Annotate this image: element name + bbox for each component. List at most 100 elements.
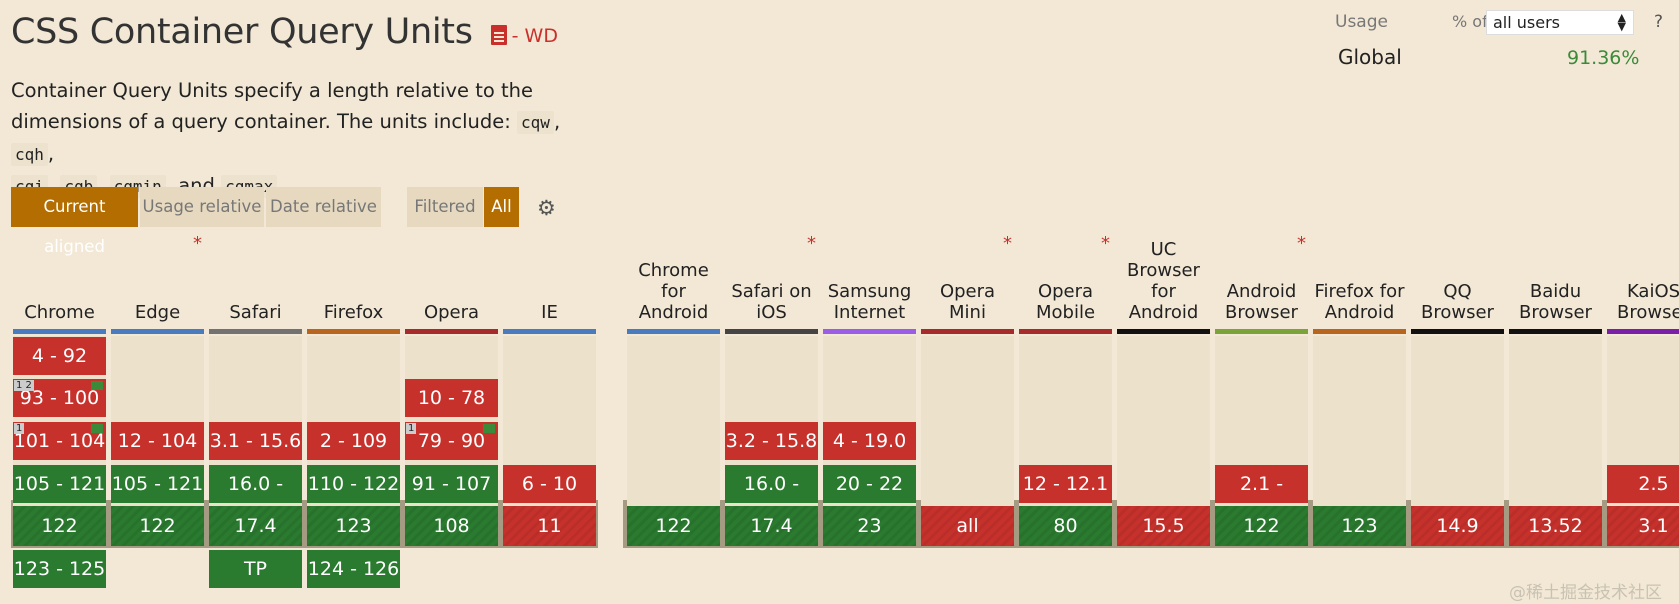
browser-header-opera-mobile[interactable]: Opera Mobile * (1019, 233, 1112, 323)
browser-header-android-browser[interactable]: Android Browser * (1215, 233, 1308, 323)
version-cell[interactable]: 101 - 104 1 (13, 422, 106, 460)
version-cell[interactable]: 3.2 - 15.8 (725, 422, 818, 460)
version-cell[interactable]: 20 - 22 (823, 465, 916, 503)
version-cell[interactable]: 14.9 (1411, 506, 1504, 546)
version-range: 105 - 121 (13, 473, 106, 495)
version-cell[interactable]: 79 - 90 1 (405, 422, 498, 460)
note-badge[interactable]: 1 2 (14, 380, 34, 391)
browser-name: Safari on iOS (731, 281, 812, 323)
version-cell[interactable]: TP (209, 550, 302, 588)
version-cell[interactable]: 122 (1215, 506, 1308, 546)
browser-header-ie[interactable]: IE (503, 233, 596, 323)
version-cell[interactable]: 3.1 - 15.6 (209, 422, 302, 460)
browser-header-opera[interactable]: Opera (405, 233, 498, 323)
browser-color-bar (725, 329, 818, 334)
description-line2: dimensions of a query container. The uni… (11, 110, 518, 133)
version-cell[interactable]: 80 (1019, 506, 1112, 546)
note-badge[interactable]: 1 (406, 423, 417, 434)
browser-name: IE (541, 302, 558, 323)
browser-name: QQ Browser (1421, 281, 1494, 323)
spec-status[interactable]: - WD (511, 25, 558, 47)
browser-name: Chrome (24, 302, 95, 323)
flag-icon (483, 424, 495, 433)
description-line1: Container Query Units specify a length r… (11, 79, 533, 102)
version-cell[interactable]: 2 - 109 (307, 422, 400, 460)
user-scope-value: all users (1493, 13, 1561, 32)
version-cell[interactable]: 122 (13, 506, 106, 546)
browser-header-chrome[interactable]: Chrome (13, 233, 106, 323)
version-cell[interactable]: 123 - 125 (13, 550, 106, 588)
version-cell[interactable]: 91 - 107 (405, 465, 498, 503)
browser-header-firefox[interactable]: Firefox (307, 233, 400, 323)
version-cell[interactable]: 2.5 (1607, 465, 1679, 503)
document-icon[interactable] (490, 25, 507, 45)
version-range: 122 (139, 515, 176, 537)
browser-header-chrome-for-android[interactable]: Chrome for Android (627, 233, 720, 323)
version-range: 123 (335, 515, 372, 537)
browser-name: KaiOS Browser (1617, 281, 1679, 323)
note-badge[interactable]: 1 (14, 423, 25, 434)
version-cell[interactable]: 6 - 10 (503, 465, 596, 503)
current-aligned-button[interactable]: Current aligned (11, 187, 138, 256)
version-range: 12 - 104 (117, 430, 198, 452)
browser-name: Baidu Browser (1519, 281, 1592, 323)
browser-header-baidu-browser[interactable]: Baidu Browser (1509, 233, 1602, 323)
version-cell[interactable]: 4 - 19.0 (823, 422, 916, 460)
version-cell[interactable]: 105 - 121 (111, 465, 204, 503)
version-cell[interactable]: 124 - 126 (307, 550, 400, 588)
browser-name: Edge (134, 302, 181, 323)
user-scope-select[interactable]: all users ▲ ▼ (1486, 10, 1634, 35)
browser-header-uc-browser-for-android[interactable]: UC Browser for Android (1117, 233, 1210, 323)
version-cell[interactable]: 2.1 - 4.4.4 (1215, 465, 1308, 533)
version-cell[interactable]: 17.4 (725, 506, 818, 546)
usage-relative-button[interactable]: Usage relative (140, 187, 264, 227)
version-cell[interactable]: 23 (823, 506, 916, 546)
browser-header-safari-on-ios[interactable]: Safari on iOS * (725, 233, 818, 323)
help-link[interactable]: ? (1654, 12, 1664, 32)
version-cell[interactable]: 123 (1313, 506, 1406, 546)
browser-header-samsung-internet[interactable]: Samsung Internet (823, 233, 916, 323)
date-relative-button[interactable]: Date relative (266, 187, 381, 227)
version-cell[interactable]: 110 - 122 (307, 465, 400, 503)
title-row: CSS Container Query Units - WD (11, 12, 558, 52)
version-cell[interactable]: 13.52 (1509, 506, 1602, 546)
version-range: 122 (41, 515, 78, 537)
version-range: 15.5 (1142, 515, 1185, 537)
version-range: 4 - 92 (31, 345, 88, 367)
browser-header-safari[interactable]: Safari (209, 233, 302, 323)
usage-label: Usage (1335, 12, 1388, 32)
browser-header-edge[interactable]: Edge * (111, 233, 204, 323)
all-button[interactable]: All (484, 187, 519, 227)
version-cell[interactable]: 123 (307, 506, 400, 546)
version-cell[interactable]: 4 - 92 (13, 337, 106, 375)
browser-color-bar (13, 329, 106, 334)
global-usage-value: 91.36% (1567, 47, 1640, 69)
version-cell[interactable]: 108 (405, 506, 498, 546)
version-cell[interactable]: 12 - 104 (111, 422, 204, 460)
version-cell[interactable]: 3.1 (1607, 506, 1679, 546)
version-cell[interactable]: 17.4 (209, 506, 302, 546)
version-cell[interactable]: 16.0 - 17.3 (209, 465, 302, 533)
browser-name: Opera (423, 302, 480, 323)
version-range: 124 - 126 (307, 558, 400, 580)
version-cell[interactable]: 16.0 - 17.3 (725, 465, 818, 533)
version-cell[interactable]: 122 (111, 506, 204, 546)
gear-icon[interactable]: ⚙ (537, 196, 556, 220)
version-range: 3.1 (1638, 515, 1669, 537)
version-cell[interactable]: 12 - 12.1 (1019, 465, 1112, 503)
version-cell[interactable]: 105 - 121 (13, 465, 106, 503)
version-cell[interactable]: 11 (503, 506, 596, 546)
browser-header-firefox-for-android[interactable]: Firefox for Android (1313, 233, 1406, 323)
browser-header-kaios-browser[interactable]: KaiOS Browser (1607, 233, 1679, 323)
browser-header-opera-mini[interactable]: Opera Mini * (921, 233, 1014, 323)
filtered-button[interactable]: Filtered (407, 187, 483, 227)
version-cell[interactable]: 10 - 78 (405, 379, 498, 417)
browser-header-qq-browser[interactable]: QQ Browser (1411, 233, 1504, 323)
version-cell[interactable]: 93 - 100 1 2 (13, 379, 106, 417)
separator: , (47, 174, 55, 197)
version-range: 80 (1053, 515, 1078, 537)
version-cell[interactable]: 122 (627, 506, 720, 546)
unit-cqw: cqw (517, 111, 554, 134)
version-cell[interactable]: all (921, 506, 1014, 546)
version-cell[interactable]: 15.5 (1117, 506, 1210, 546)
